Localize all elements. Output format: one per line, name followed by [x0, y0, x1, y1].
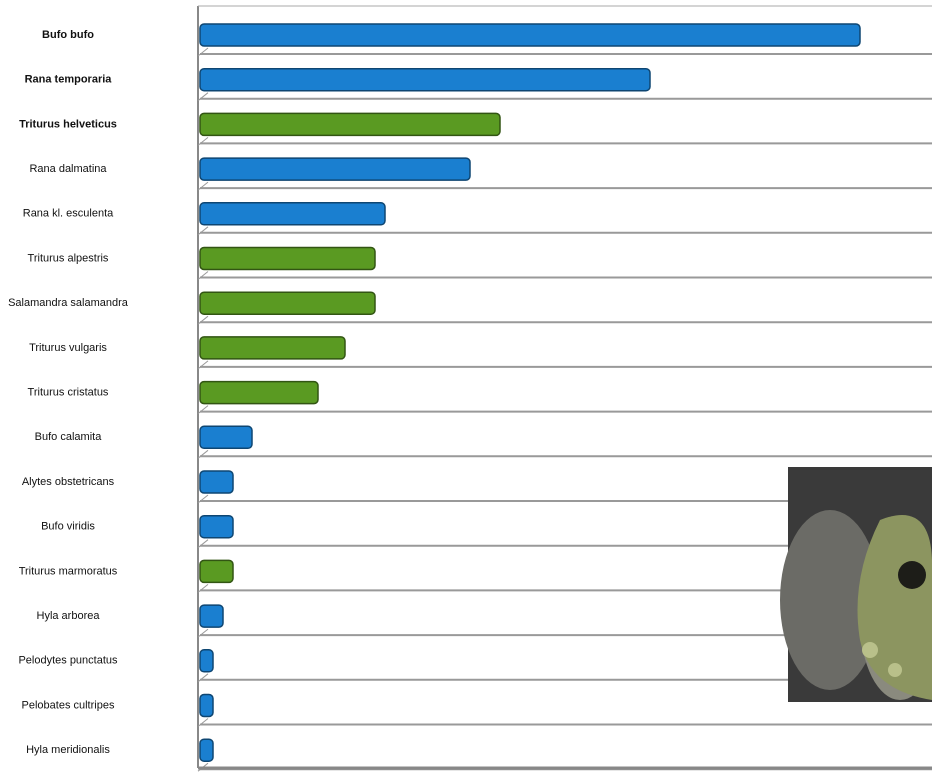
y-tick-label: Hyla meridionalis — [26, 744, 110, 756]
floor-edge — [197, 718, 209, 727]
floor-edge — [197, 315, 209, 325]
floor-edge — [197, 405, 209, 414]
bar — [199, 67, 651, 92]
floor-edge — [197, 137, 209, 146]
floor-edge — [197, 584, 209, 593]
y-tick-label: Triturus cristatus — [28, 387, 109, 399]
bar — [199, 604, 224, 628]
floor-edge — [197, 181, 209, 191]
floor-edge — [197, 539, 209, 549]
floor-edge — [197, 494, 209, 504]
floor-edge — [197, 271, 209, 280]
bar — [199, 514, 234, 539]
floor-edge — [197, 449, 209, 459]
floor-edge — [197, 673, 209, 683]
y-tick-label: Triturus vulgaris — [29, 342, 107, 354]
bar — [199, 559, 234, 584]
y-tick-label: Pelodytes punctatus — [18, 655, 118, 667]
y-tick-label: Triturus marmoratus — [19, 565, 118, 577]
y-tick-label: Salamandra salamandra — [8, 297, 129, 309]
bar — [199, 202, 386, 226]
bar — [199, 336, 346, 360]
y-tick-label: Triturus helveticus — [19, 118, 117, 130]
floor-edge — [197, 92, 209, 102]
floor-edge — [197, 360, 209, 370]
y-tick-label: Pelobates cultripes — [22, 699, 115, 711]
bar — [199, 380, 319, 405]
bar — [199, 112, 501, 137]
y-tick-label: Hyla arborea — [37, 610, 101, 622]
bar — [199, 470, 234, 494]
y-tick-label: Bufo viridis — [41, 521, 95, 533]
bar — [199, 23, 861, 47]
y-tick-label: Alytes obstetricans — [22, 476, 115, 488]
y-tick-label: Rana temporaria — [25, 74, 113, 86]
bar — [199, 425, 253, 450]
floor-edge — [197, 628, 209, 638]
floor-edge — [197, 226, 209, 236]
bar — [199, 693, 214, 718]
y-tick-label: Triturus alpestris — [28, 252, 109, 264]
bar — [199, 649, 214, 673]
bar — [199, 157, 471, 181]
y-tick-label: Bufo bufo — [42, 29, 94, 41]
y-tick-label: Rana kl. esculenta — [23, 208, 114, 220]
y-tick-label: Rana dalmatina — [29, 163, 107, 175]
bar — [199, 738, 214, 762]
bar — [199, 246, 376, 271]
y-tick-label: Bufo calamita — [35, 431, 103, 443]
floor-edge — [197, 47, 209, 57]
bar — [199, 291, 376, 315]
photo-inset — [780, 467, 932, 702]
